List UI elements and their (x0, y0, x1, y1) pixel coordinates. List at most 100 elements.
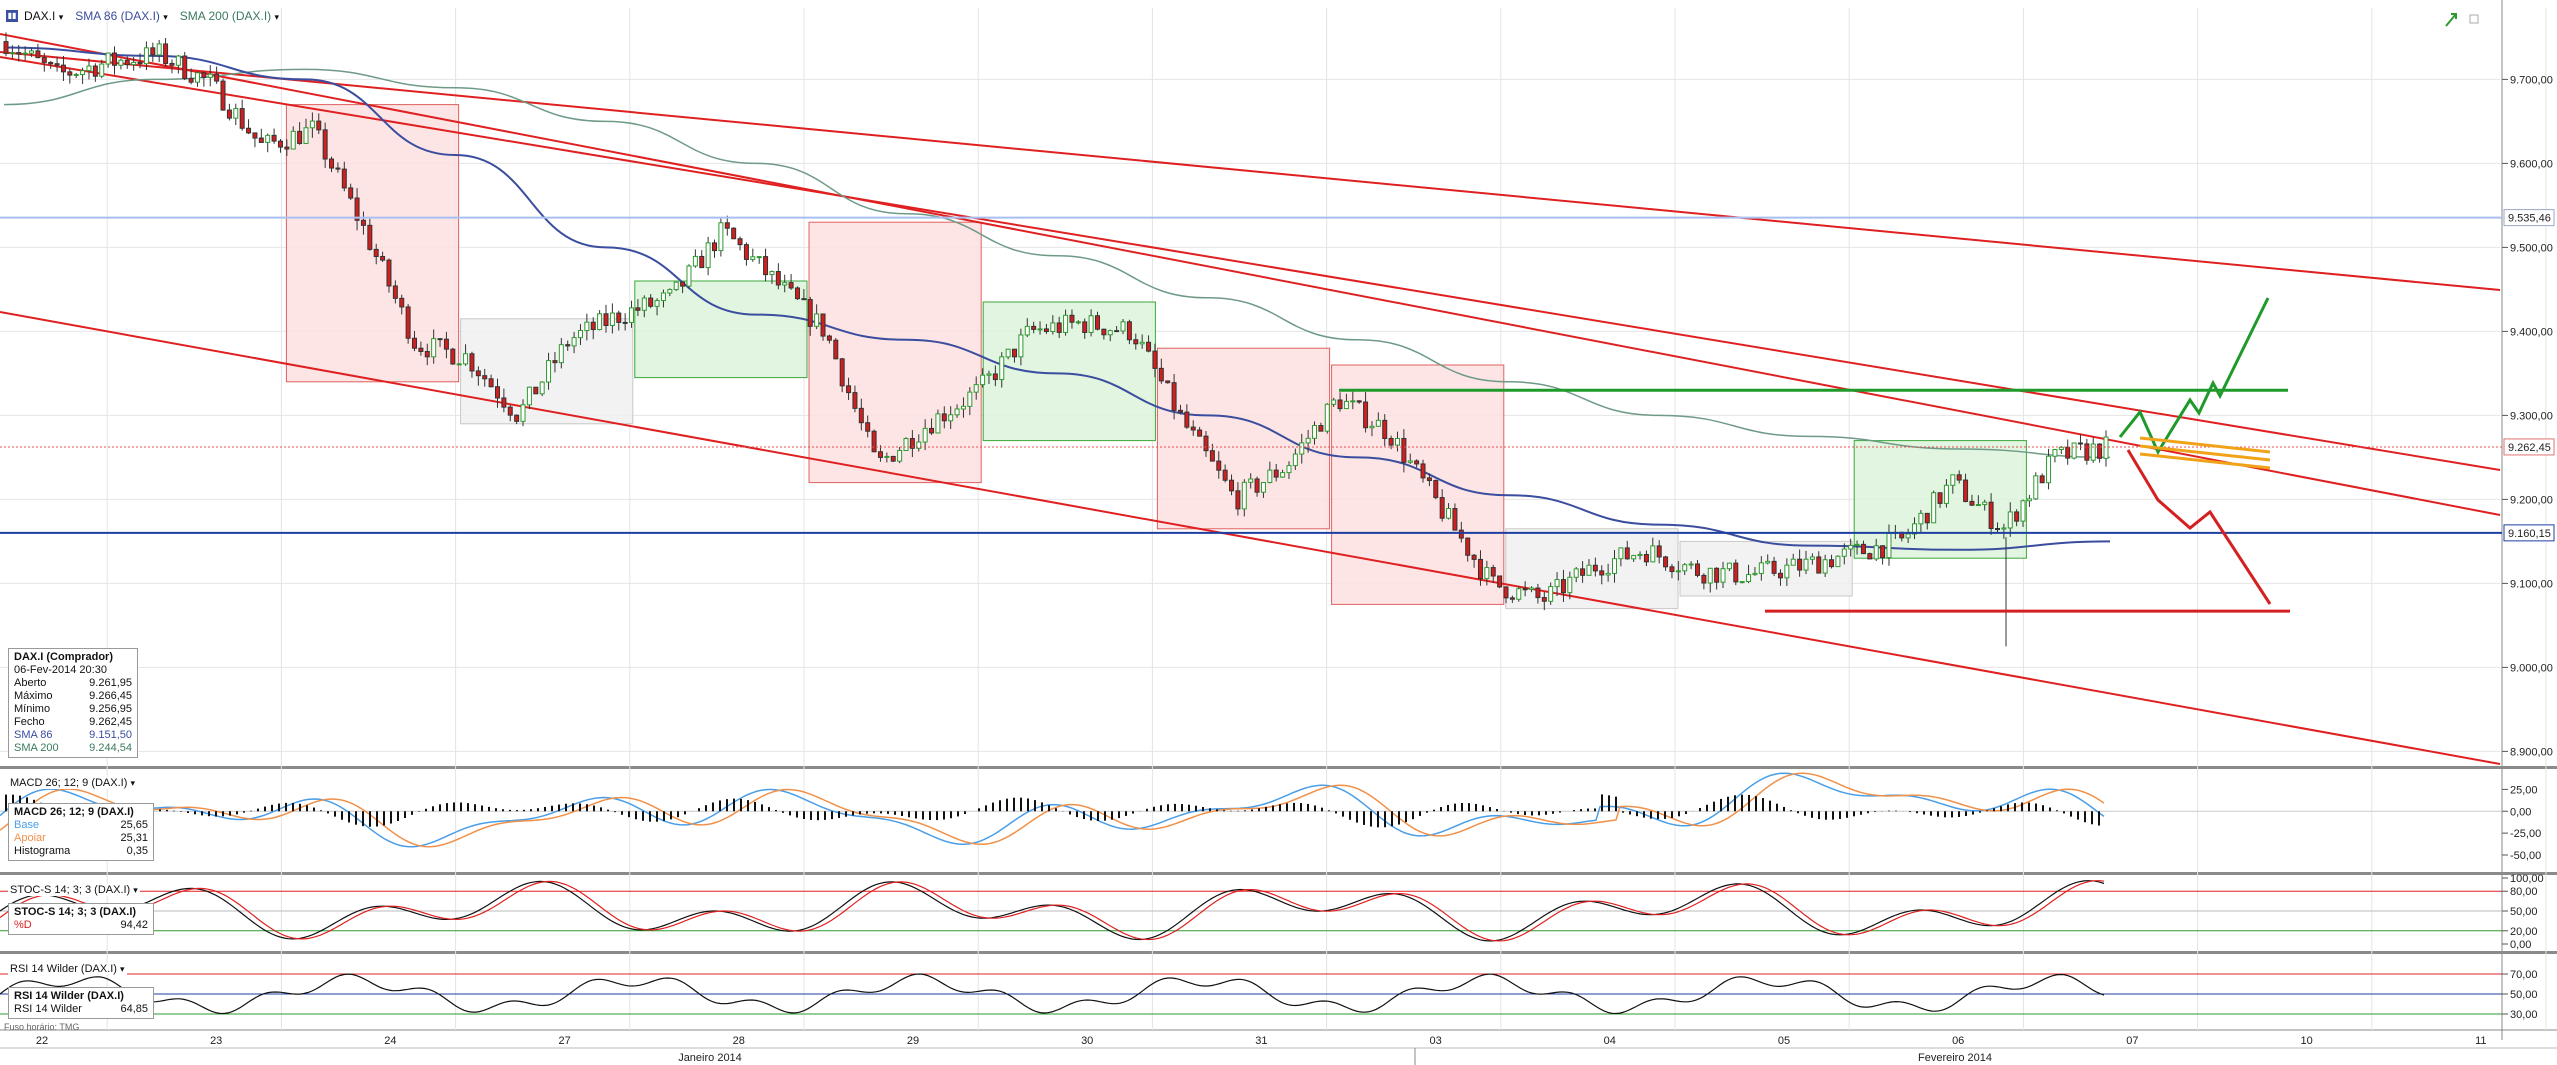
candle-body (1452, 508, 1458, 531)
bull-candle (756, 256, 762, 264)
bull-candle (1765, 554, 1771, 565)
candle-body (35, 50, 41, 59)
bear-candle (322, 122, 328, 168)
stoch-title[interactable]: STOC-S 14; 3; 3 (DAX.I) ▾ (8, 884, 140, 896)
bear-candle (341, 161, 347, 192)
sma86-line (3, 46, 2111, 551)
info-value: 9.244,54 (89, 742, 132, 754)
sma86-selector[interactable]: SMA 86 (DAX.I) ▾ (75, 9, 168, 23)
bear-candle (775, 263, 781, 290)
candle-body (1880, 545, 1886, 559)
stoch-d-line (0, 880, 2105, 942)
candle-body (1088, 315, 1094, 333)
candle-body (680, 281, 686, 287)
day-label: 24 (384, 1035, 396, 1047)
bear-candle (865, 415, 871, 438)
bull-candle (2071, 442, 2077, 460)
bull-candle (1950, 474, 1956, 494)
price-tick-label: 9.200,00 (2510, 494, 2553, 506)
bear-candle (54, 56, 60, 72)
candle-body (99, 63, 105, 77)
candle-body (494, 386, 500, 399)
candle-body (788, 282, 794, 289)
bull-candle (118, 58, 124, 70)
maximize-icon[interactable] (2469, 14, 2479, 24)
candle-body (1950, 474, 1956, 486)
bear-candle (737, 236, 743, 251)
candle-body (654, 300, 660, 307)
candle-body (463, 353, 469, 365)
info-row: Aberto 9.261,95 (14, 677, 132, 690)
ohlc-info-box: DAX.I (Comprador) 06-Fev-2014 20:30 Aber… (8, 648, 138, 758)
candle-body (1599, 570, 1605, 576)
bear-candle (443, 331, 449, 359)
bear-candle (839, 357, 845, 393)
bull-candle (9, 45, 15, 59)
candle-body (1209, 450, 1215, 462)
candles-icon[interactable]: ▮▮ (6, 10, 18, 22)
bear-candle (1114, 326, 1120, 333)
candle-body (169, 62, 175, 66)
candle-body (1624, 547, 1630, 560)
candle-body (1637, 554, 1643, 557)
bull-candle (1803, 550, 1809, 575)
candle-body (935, 413, 941, 434)
candle-body (1446, 508, 1452, 519)
candle-body (2084, 443, 2090, 461)
candle-body (884, 455, 890, 458)
bull-candle (1529, 586, 1535, 593)
sma200-selector[interactable]: SMA 200 (DAX.I) ▾ (180, 9, 279, 23)
candle-body (1726, 562, 1732, 570)
symbol-selector[interactable]: DAX.I ▾ (24, 9, 63, 23)
candle-body (871, 430, 877, 453)
bear-candle (909, 430, 915, 458)
macd-title[interactable]: MACD 26; 12; 9 (DAX.I) ▾ (8, 777, 137, 789)
candle-body (354, 197, 360, 221)
bear-candle (877, 445, 883, 462)
macd-info-box: MACD 26; 12; 9 (DAX.I) Base 25,65 Apoiar 2… (8, 803, 154, 861)
candle-body (846, 385, 852, 394)
bull-candle (2033, 472, 2039, 501)
candle-body (877, 451, 883, 458)
candle-body (137, 61, 143, 65)
bullish-projection-arrow (2118, 297, 2270, 456)
candle-body (309, 120, 315, 129)
bull-candle (1292, 448, 1298, 470)
candle-body (2033, 475, 2039, 500)
bear-candle (316, 113, 322, 135)
candle-body (1765, 560, 1771, 564)
bull-candle (1516, 586, 1522, 602)
bull-candle (1446, 503, 1452, 520)
info-row: Base 25,65 (14, 819, 148, 832)
bear-candle (603, 304, 609, 333)
bear-candle (1497, 575, 1503, 589)
info-row: RSI 14 Wilder 64,85 (14, 1003, 148, 1016)
stoch-info-box: STOC-S 14; 3; 3 (DAX.I) %D 94,42 (8, 903, 154, 935)
bear-candle (616, 310, 622, 331)
candle-body (629, 307, 635, 323)
bull-candle (609, 303, 615, 334)
bear-candle (1994, 522, 2000, 533)
osc-tick-label: -50,00 (2510, 850, 2541, 862)
rsi-title[interactable]: RSI 14 Wilder (DAX.I) ▾ (8, 963, 127, 975)
candle-body (571, 337, 577, 347)
draw-tool-icon[interactable] (2445, 13, 2457, 27)
bear-candle (2065, 439, 2071, 465)
candle-body (1497, 575, 1503, 588)
candle-body (1490, 567, 1496, 577)
candle-body (1675, 570, 1681, 573)
info-value: 9.266,45 (89, 690, 132, 702)
bear-candle (214, 66, 220, 84)
stoch-box-title: STOC-S 14; 3; 3 (DAX.I) (14, 906, 137, 918)
bear-candle (731, 227, 737, 240)
bull-candle (1286, 461, 1292, 480)
candle-body (1477, 558, 1483, 580)
candle-body (118, 59, 124, 66)
candle-body (143, 47, 149, 65)
bull-candle (1707, 567, 1713, 593)
bull-candle (1548, 582, 1554, 605)
candle-body (1063, 314, 1069, 333)
bear-candle (284, 139, 290, 157)
candle-body (533, 386, 539, 395)
candle-body (1886, 532, 1892, 559)
